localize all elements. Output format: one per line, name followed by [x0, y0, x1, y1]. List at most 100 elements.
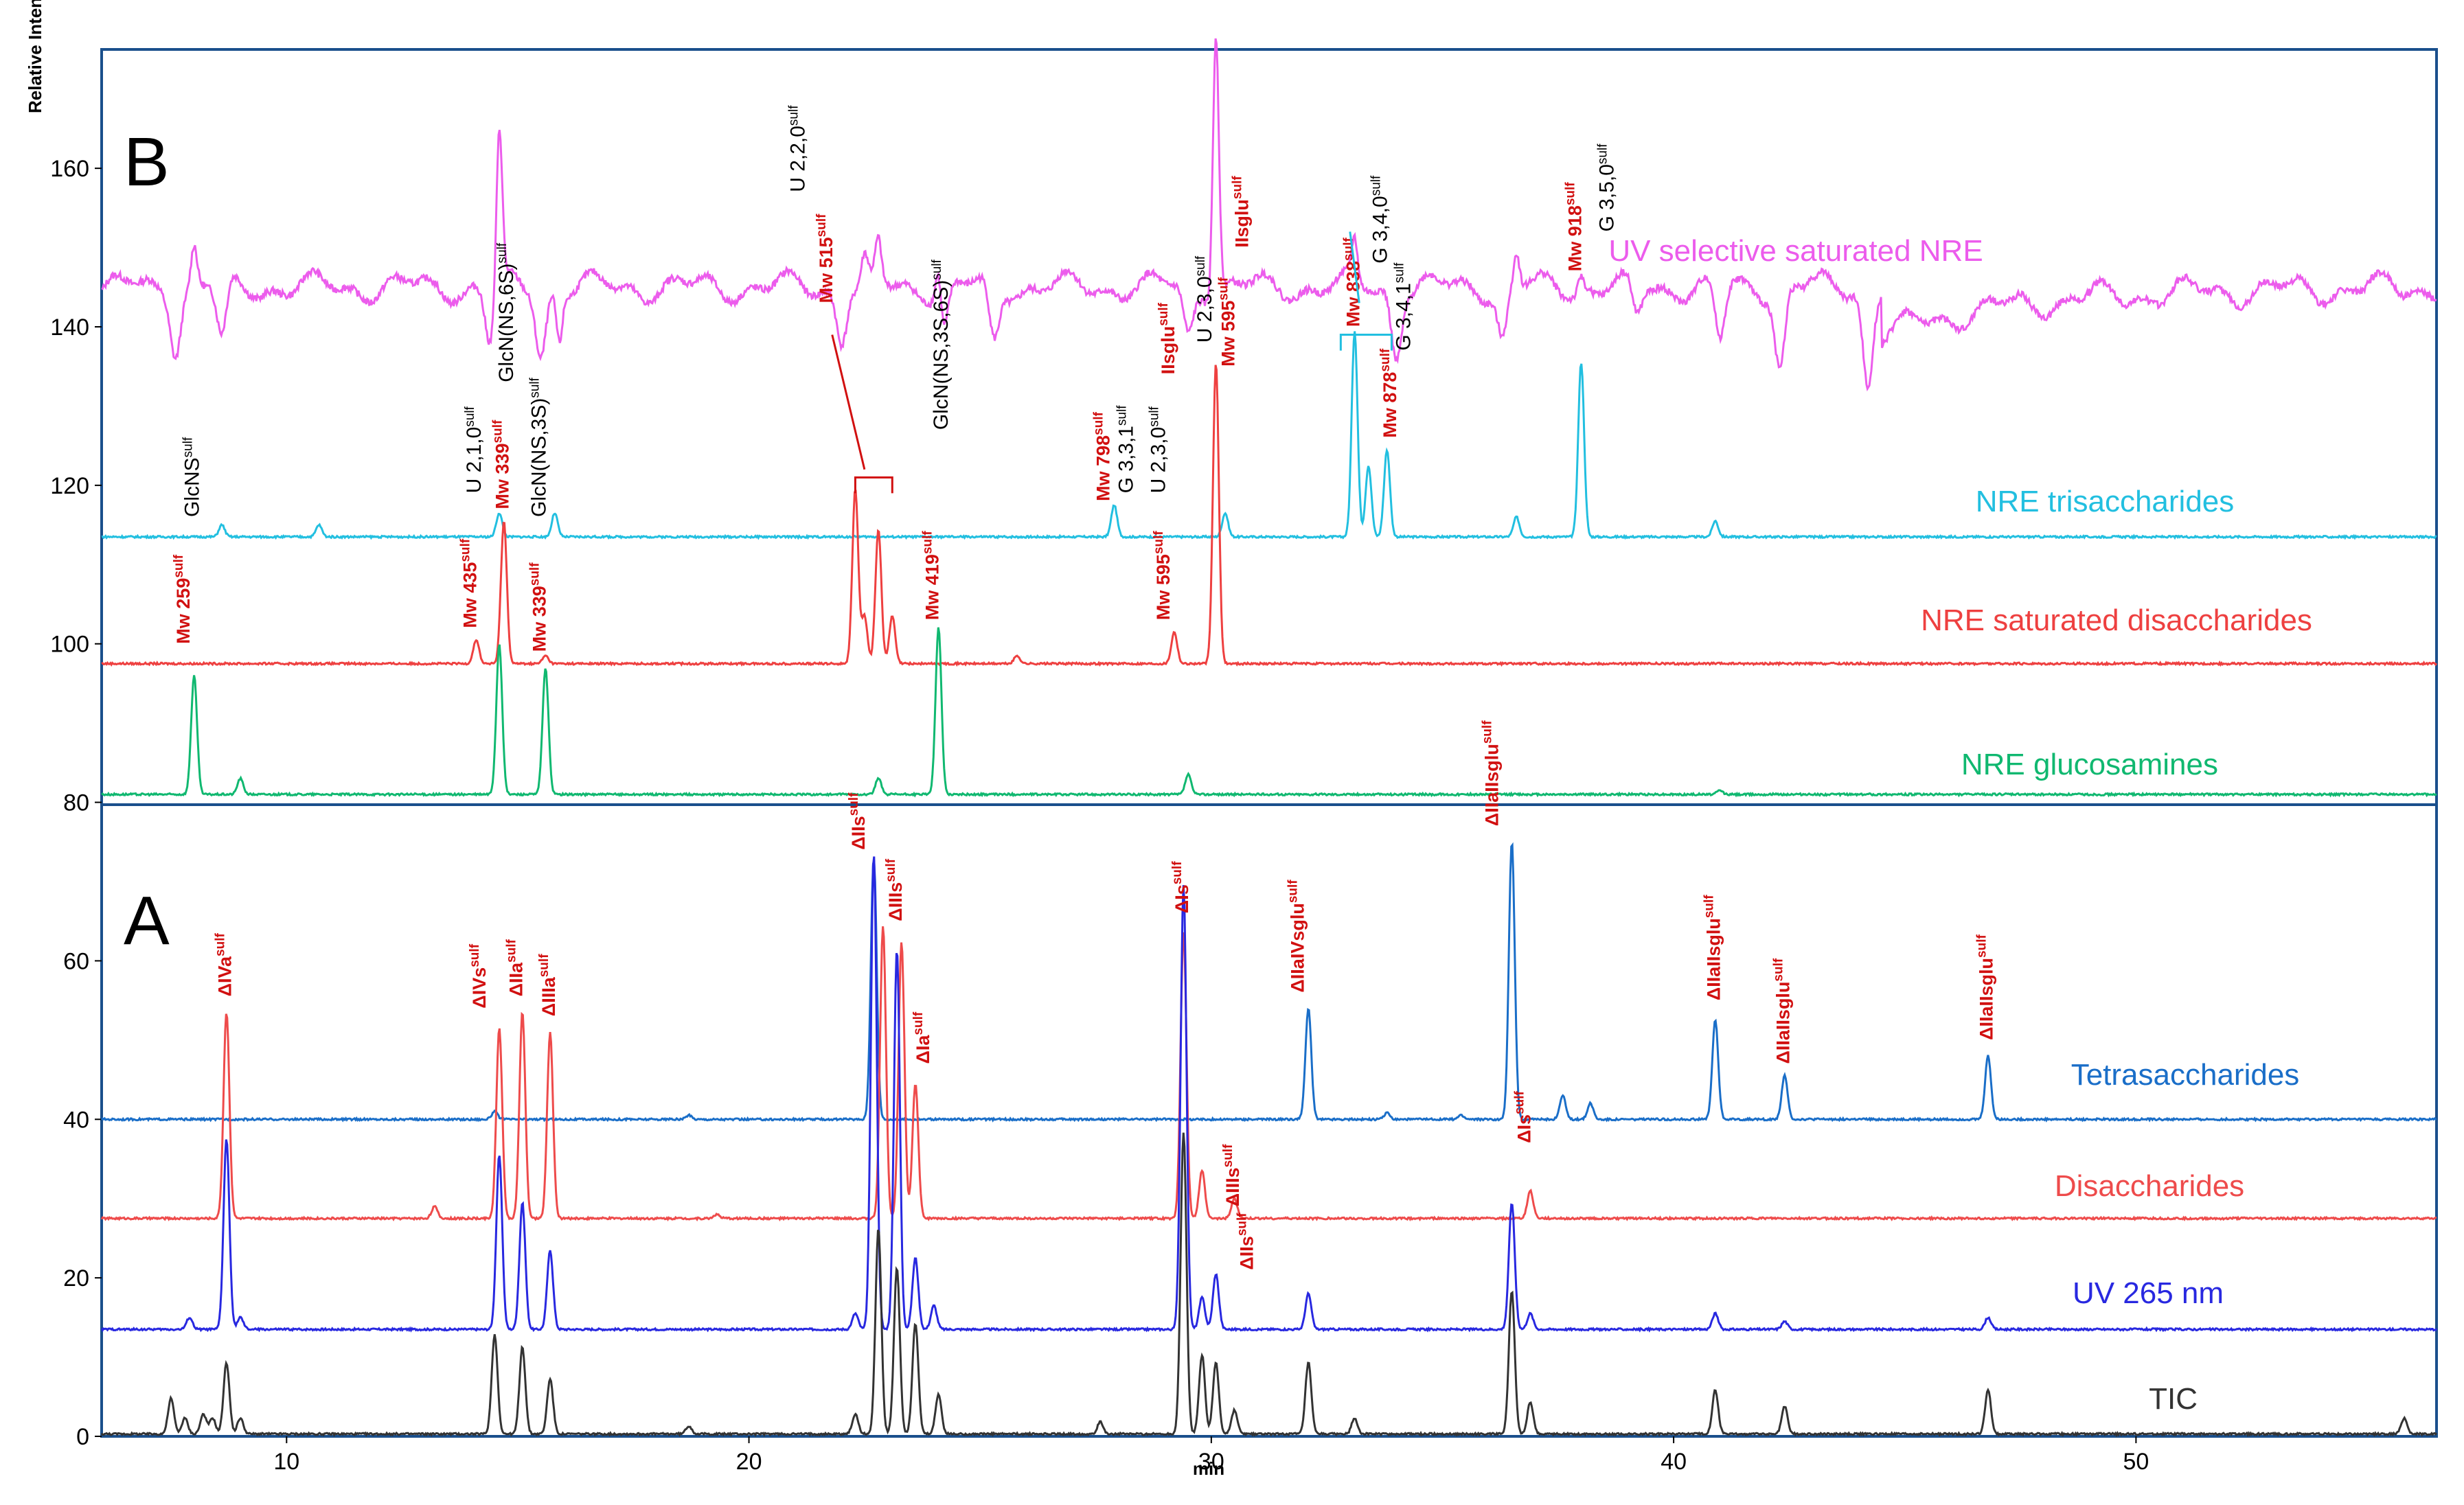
x-axis: 10 20 30 40 50: [273, 1436, 2149, 1475]
y-axis: 0 20 40 60 80 100 120 140 160: [50, 156, 102, 1450]
annotation-a-text: ΔIIs: [848, 816, 869, 849]
annotation-b-black-sup: sulf: [786, 105, 801, 126]
x-tick-label: 40: [1661, 1449, 1687, 1475]
y-axis-title: Relative Intensity: [25, 0, 45, 113]
y-tick-label: 60: [63, 948, 89, 974]
trace-label: Disaccharides: [2055, 1169, 2244, 1203]
annotation-a: ΔIIIssulf: [883, 858, 906, 921]
annotation-b-red: Mw 595sulf: [1152, 531, 1174, 620]
annotation-b-black-text: GlcN(NS,6S): [495, 263, 518, 382]
trace-label: UV selective saturated NRE: [1608, 234, 1983, 268]
panel-letter-b: B: [124, 124, 170, 200]
annotation-b-black-sup: sulf: [1369, 175, 1383, 196]
annotation-a-text: ΔIIIs: [885, 882, 906, 921]
x-tick-label: 30: [1198, 1449, 1224, 1475]
trace-label: Tetrasaccharides: [2071, 1058, 2300, 1092]
annotation-b-black-sup: sulf: [930, 259, 944, 279]
annotation-a-text: ΔIs: [1514, 1114, 1534, 1143]
annotation-a: ΔIIaIIsglusulf: [1702, 895, 1724, 1000]
annotation-a-sup: sulf: [1974, 934, 1989, 958]
annotation-b-red: Mw 918sulf: [1563, 182, 1586, 271]
annotation-a: ΔIIIasulf: [536, 954, 559, 1016]
annotation-b-red-sup: sulf: [814, 214, 828, 237]
x-tick-label: 50: [2123, 1449, 2149, 1475]
peak-annotations: ΔIVasulfΔIVssulfΔIIasulfΔIIIasulfΔIIssul…: [171, 105, 1996, 1270]
annotation-b-black-text: G 3,5,0: [1596, 164, 1619, 231]
y-tick-label: 160: [50, 156, 89, 182]
annotation-b-red: Mw 259sulf: [171, 554, 194, 643]
annotation-b-black: G 3,4,1sulf: [1392, 262, 1415, 351]
annotation-b-red-text: Mw 259: [173, 578, 194, 644]
annotation-b-black: GlcN(NS,3S)sulf: [527, 377, 551, 517]
annotation-a: ΔIssulf: [1170, 861, 1193, 913]
annotation-b-red-sup: sulf: [458, 538, 472, 562]
annotation-b-red-sup: sulf: [920, 531, 935, 554]
arrow-line-cyan: [1349, 231, 1360, 303]
annotation-b-black-sup: sulf: [1392, 262, 1406, 283]
annotation-b-red-text: Mw 595: [1218, 301, 1239, 367]
annotation-b-red-text: Mw 798: [1093, 435, 1114, 501]
annotation-a-sup: sulf: [883, 858, 898, 882]
bracket-cyan: [1339, 334, 1393, 351]
annotation-b-black-sup: sulf: [1147, 406, 1161, 426]
annotation-b-black: U 2,1,0sulf: [463, 406, 486, 493]
annotation-b-red: Mw 838sulf: [1341, 238, 1364, 327]
annotation-b-black: GlcNSsulf: [181, 437, 204, 517]
annotation-b-red-text: Mw 515: [816, 237, 836, 303]
annotation-a-sup: sulf: [467, 943, 481, 967]
annotation-a-text: ΔIVa: [215, 956, 236, 996]
trace-tetrasaccharides: [100, 842, 2437, 1123]
trace-tic: [100, 1132, 2438, 1438]
annotation-a-sup: sulf: [504, 939, 518, 963]
annotation-a-sup: sulf: [213, 932, 227, 956]
annotation-b-red-sup: sulf: [490, 420, 505, 443]
annotation-a-sup: sulf: [911, 1011, 926, 1035]
annotation-a-sup: sulf: [1512, 1091, 1527, 1114]
annotation-a-sup: sulf: [1286, 880, 1300, 903]
traces: [100, 38, 2438, 1438]
trace-uv-selective-saturated-nre: [101, 38, 2437, 392]
panel-frames: [100, 48, 2438, 1438]
annotation-a: ΔIIIssulf: [1221, 1144, 1244, 1206]
annotation-a: ΔIIssulf: [846, 792, 869, 850]
trace-nre-trisaccharides: [101, 331, 2437, 540]
annotation-b-red-text: IIsglu: [1232, 199, 1253, 248]
y-tick-label: 140: [50, 314, 89, 341]
annotation-b-black: U 2,2,0sulf: [786, 105, 810, 192]
y-tick-label: 80: [63, 790, 89, 816]
annotation-a-text: ΔIIaIIsglu: [1772, 982, 1793, 1064]
trace-label: NRE trisaccharides: [1976, 485, 2235, 518]
annotation-b-black-text: GlcN(NS,3S): [527, 398, 550, 517]
annotation-a-text: ΔIIaIIsglu: [1703, 918, 1724, 1000]
annotation-a: ΔIIaIVsglusulf: [1286, 880, 1308, 993]
annotation-b-black-text: U 2,1,0: [463, 427, 486, 494]
annotation-b-red: Mw 515sulf: [814, 214, 836, 303]
annotation-b-red: Mw 419sulf: [920, 531, 943, 620]
annotation-b-red-sup: sulf: [1563, 182, 1577, 205]
annotation-b-red-text: Mw 595: [1153, 554, 1174, 620]
annotation-b-red-text: Mw 339: [492, 443, 513, 509]
annotation-a: ΔIVasulf: [213, 932, 236, 996]
annotation-a-sup: sulf: [536, 954, 551, 977]
annotation-b-black-text: G 3,3,1: [1115, 426, 1137, 493]
annotation-a-sup: sulf: [1702, 895, 1716, 918]
annotation-a: ΔIIaIIsglusulf: [1771, 958, 1794, 1064]
annotation-b-black: U 2,3,0sulf: [1193, 255, 1216, 343]
annotation-a-text: ΔIIaIIsglu: [1976, 958, 1997, 1040]
annotation-b-black-text: U 2,2,0: [786, 126, 809, 192]
annotation-b-black-sup: sulf: [527, 377, 542, 398]
annotation-a-text: ΔIIaIVsglu: [1288, 903, 1308, 992]
x-tick-label: 10: [273, 1449, 299, 1475]
annotation-b-black: U 2,3,0sulf: [1147, 406, 1170, 493]
annotation-b-red-text: Mw 339: [529, 586, 549, 652]
annotation-a: ΔIVssulf: [467, 943, 490, 1008]
annotation-b-red-sup: sulf: [1230, 176, 1244, 199]
annotation-b-red: Mw 339sulf: [527, 562, 550, 652]
annotation-a: ΔIIaIIsglusulf: [1480, 720, 1503, 826]
annotation-b-black-sup: sulf: [463, 406, 477, 426]
annotation-b-black: G 3,4,0sulf: [1369, 175, 1392, 264]
annotation-b-red-sup: sulf: [1091, 411, 1106, 435]
annotation-b-red: Mw 878sulf: [1378, 348, 1401, 437]
y-axis-label: Relative Intensity: [25, 0, 45, 113]
